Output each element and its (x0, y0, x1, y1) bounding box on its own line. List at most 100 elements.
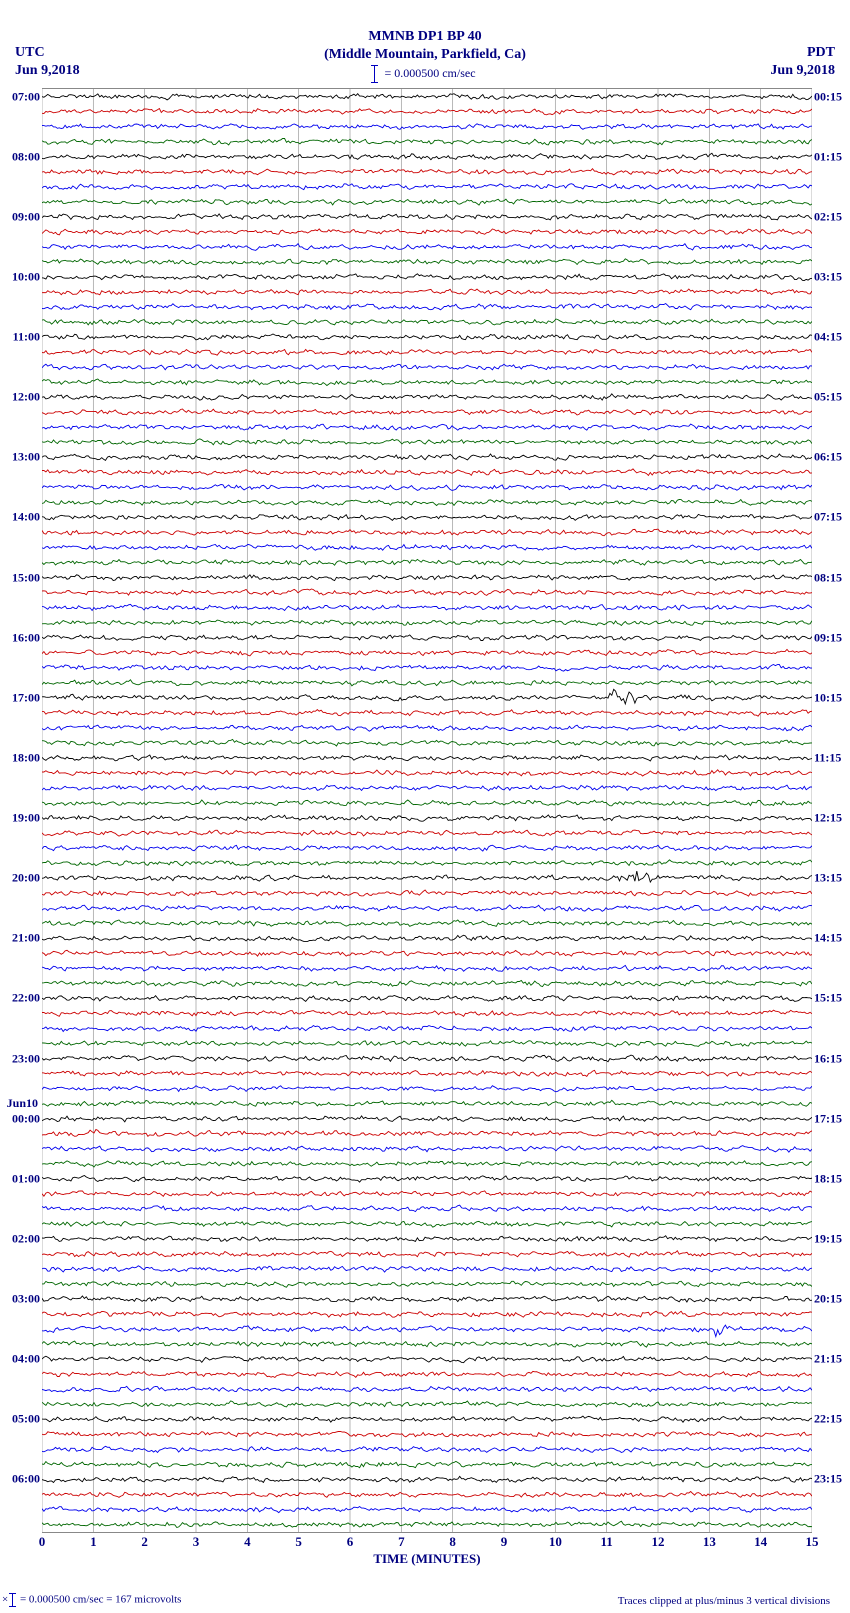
trace-row (42, 950, 812, 956)
helicorder-svg (42, 89, 812, 1532)
trace-row (42, 1325, 812, 1336)
y-right-label: 09:15 (814, 630, 842, 645)
y-left-label: 10:00 (12, 269, 40, 284)
y-right-label: 07:15 (814, 510, 842, 525)
trace-row (42, 871, 812, 882)
footer-scale-bar-icon (12, 1593, 13, 1607)
y-right-label: 10:15 (814, 690, 842, 705)
trace-row (42, 905, 812, 911)
trace-row (42, 1086, 812, 1092)
trace-row (42, 589, 812, 595)
x-tick-label: 8 (449, 1534, 456, 1550)
footer-left-text: = 0.000500 cm/sec = 167 microvolts (17, 1594, 181, 1606)
seismogram-container: UTC Jun 9,2018 MMNB DP1 BP 40 (Middle Mo… (0, 0, 850, 1613)
y-left-label: 05:00 (12, 1412, 40, 1427)
y-left-label: 00:00 (12, 1111, 40, 1126)
trace-row (42, 1251, 812, 1257)
trace-row (42, 860, 812, 866)
scale-bar-icon (374, 65, 375, 83)
y-right-label: 11:15 (814, 750, 841, 765)
y-left-label: 13:00 (12, 450, 40, 465)
helicorder-plot: TIME (MINUTES) 07:0008:0009:0010:0011:00… (42, 88, 812, 1533)
trace-row (42, 689, 812, 704)
y-right-label: 00:15 (814, 89, 842, 104)
trace-row (42, 1191, 812, 1197)
trace-row (42, 1130, 812, 1137)
y-left-label: 04:00 (12, 1352, 40, 1367)
trace-row (42, 770, 812, 776)
x-tick-label: 11 (601, 1534, 613, 1550)
x-tick-label: 12 (652, 1534, 665, 1550)
x-tick-label: 2 (141, 1534, 148, 1550)
trace-row (42, 1356, 812, 1363)
footer-right: Traces clipped at plus/minus 3 vertical … (618, 1595, 830, 1607)
y-right-label: 04:15 (814, 330, 842, 345)
trace-row (42, 485, 812, 491)
trace-row (42, 890, 812, 896)
trace-row (42, 1161, 812, 1167)
trace-row (42, 935, 812, 941)
trace-row (42, 1507, 812, 1513)
y-left-label: 03:00 (12, 1292, 40, 1307)
trace-row (42, 1146, 812, 1153)
y-left-label: 12:00 (12, 390, 40, 405)
trace-row (42, 1386, 812, 1392)
x-tick-label: 1 (90, 1534, 97, 1550)
trace-row (42, 1461, 812, 1467)
trace-row (42, 1476, 812, 1482)
trace-row (42, 680, 812, 686)
trace-row (42, 830, 812, 836)
trace-row (42, 153, 812, 159)
y-left-label: 21:00 (12, 931, 40, 946)
trace-row (42, 424, 812, 430)
y-left-label: 16:00 (12, 630, 40, 645)
trace-row (42, 364, 812, 370)
x-tick-label: 15 (806, 1534, 819, 1550)
trace-row (42, 334, 812, 340)
x-tick-label: 13 (703, 1534, 716, 1550)
trace-row (42, 259, 812, 265)
trace-row (42, 1221, 812, 1227)
y-left-label: 01:00 (12, 1171, 40, 1186)
trace-row (42, 1026, 812, 1032)
y-left-label: 22:00 (12, 991, 40, 1006)
x-tick-label: 10 (549, 1534, 562, 1550)
trace-row (42, 1432, 812, 1437)
y-right-label: 16:15 (814, 1051, 842, 1066)
trace-row (42, 454, 812, 460)
trace-row (42, 379, 812, 386)
x-tick-label: 4 (244, 1534, 251, 1550)
trace-row (42, 604, 812, 610)
x-axis-label: TIME (MINUTES) (42, 1551, 812, 1567)
trace-row (42, 169, 812, 175)
trace-row (42, 815, 812, 821)
y-right-label: 23:15 (814, 1472, 842, 1487)
trace-row (42, 319, 812, 325)
x-tick-label: 0 (39, 1534, 46, 1550)
y-right-label: 02:15 (814, 209, 842, 224)
trace-row (42, 1041, 812, 1047)
y-left-label: 08:00 (12, 149, 40, 164)
trace-row (42, 274, 812, 281)
x-tick-label: 14 (754, 1534, 767, 1550)
tz-right-name: PDT (807, 45, 835, 60)
header-block: MMNB DP1 BP 40 (Middle Mountain, Parkfie… (0, 28, 850, 64)
x-tick-label: 9 (501, 1534, 508, 1550)
trace-row (42, 394, 812, 400)
y-right-label: 06:15 (814, 450, 842, 465)
footer-left-prefix: × (2, 1594, 8, 1606)
trace-row (42, 304, 812, 310)
trace-row (42, 199, 812, 205)
trace-row (42, 544, 812, 550)
x-tick-label: 5 (295, 1534, 302, 1550)
y-right-label: 01:15 (814, 149, 842, 164)
station-location: (Middle Mountain, Parkfield, Ca) (324, 47, 526, 62)
trace-row (42, 409, 812, 415)
trace-row (42, 665, 812, 672)
y-left-label: 02:00 (12, 1231, 40, 1246)
trace-row (42, 214, 812, 220)
y-left-label: 19:00 (12, 811, 40, 826)
trace-row (42, 124, 812, 130)
x-tick-label: 3 (193, 1534, 200, 1550)
y-right-label: 03:15 (814, 269, 842, 284)
